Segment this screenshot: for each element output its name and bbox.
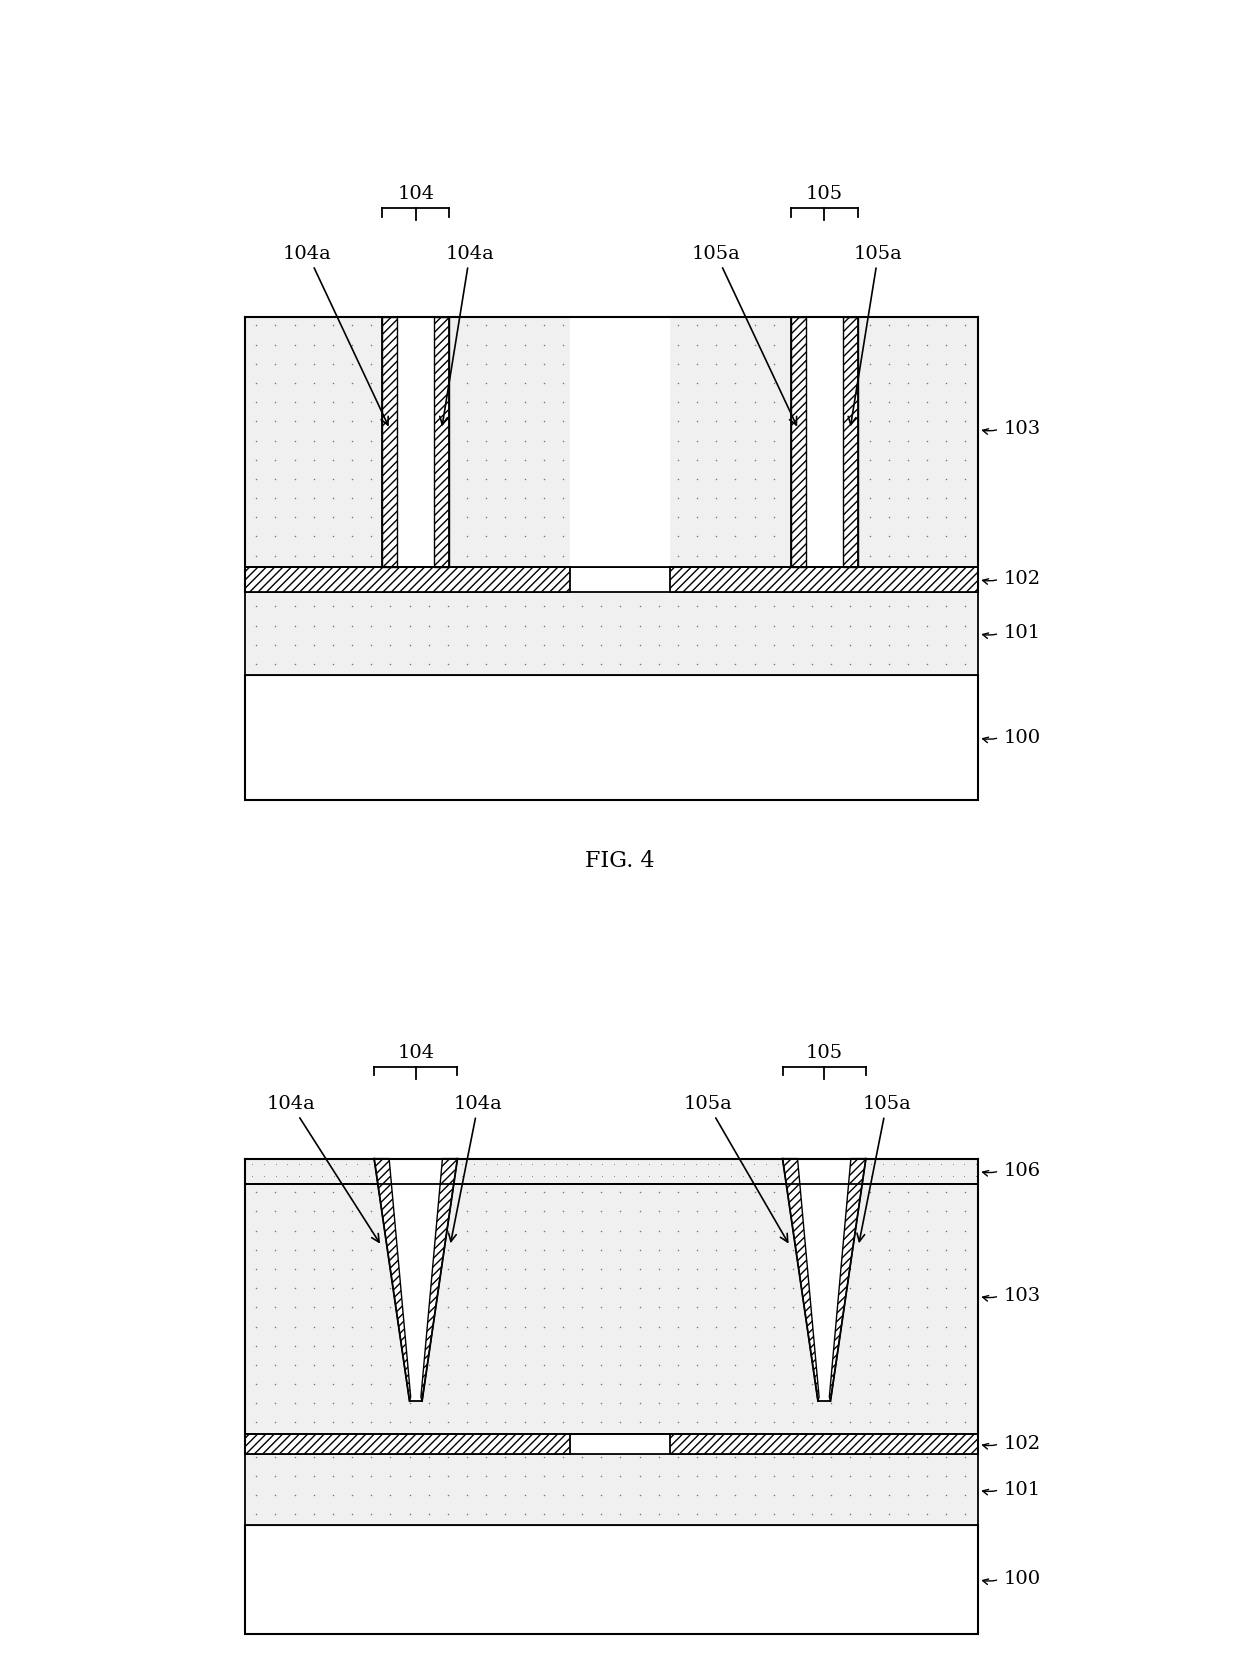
Text: 105a: 105a xyxy=(692,245,796,425)
Bar xyxy=(246,675,978,800)
Text: 105a: 105a xyxy=(848,245,903,425)
Bar xyxy=(246,317,978,567)
Bar xyxy=(246,592,978,675)
Bar xyxy=(670,567,978,592)
Text: 103: 103 xyxy=(1003,420,1040,438)
Text: 104a: 104a xyxy=(267,1095,379,1242)
Bar xyxy=(246,1184,978,1434)
Bar xyxy=(246,1159,978,1184)
Text: 105a: 105a xyxy=(857,1095,911,1242)
Text: 104a: 104a xyxy=(449,1095,502,1242)
Bar xyxy=(246,1525,978,1634)
Text: 104a: 104a xyxy=(283,245,388,425)
Bar xyxy=(382,317,398,567)
Bar xyxy=(842,317,858,567)
Text: 104: 104 xyxy=(397,1044,434,1062)
Text: FIG. 4: FIG. 4 xyxy=(585,850,655,872)
Text: 104a: 104a xyxy=(440,245,495,425)
Bar xyxy=(246,567,570,592)
Bar xyxy=(791,317,858,567)
Polygon shape xyxy=(782,1159,866,1400)
Bar xyxy=(791,317,806,567)
Polygon shape xyxy=(830,1159,866,1400)
Text: 105: 105 xyxy=(806,1044,843,1062)
Text: 103: 103 xyxy=(1003,1287,1040,1305)
Text: 105: 105 xyxy=(806,185,843,203)
Text: 106: 106 xyxy=(1003,1162,1040,1180)
Text: 105a: 105a xyxy=(683,1095,787,1242)
Polygon shape xyxy=(374,1159,458,1400)
Bar xyxy=(382,317,449,567)
Polygon shape xyxy=(782,1159,820,1400)
Text: 102: 102 xyxy=(1003,1435,1040,1454)
Text: 101: 101 xyxy=(1003,1480,1040,1499)
Bar xyxy=(246,1454,978,1525)
Bar xyxy=(570,317,670,567)
Text: 100: 100 xyxy=(1003,1570,1040,1589)
Polygon shape xyxy=(374,1159,410,1400)
Polygon shape xyxy=(420,1159,458,1400)
Bar xyxy=(246,1434,570,1454)
Text: 100: 100 xyxy=(1003,728,1040,747)
Bar xyxy=(434,317,449,567)
Text: 104: 104 xyxy=(397,185,434,203)
Bar xyxy=(670,1434,978,1454)
Text: 102: 102 xyxy=(1003,570,1040,588)
Text: 101: 101 xyxy=(1003,625,1040,642)
